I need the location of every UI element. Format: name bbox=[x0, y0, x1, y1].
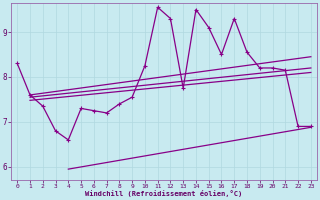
X-axis label: Windchill (Refroidissement éolien,°C): Windchill (Refroidissement éolien,°C) bbox=[85, 190, 243, 197]
